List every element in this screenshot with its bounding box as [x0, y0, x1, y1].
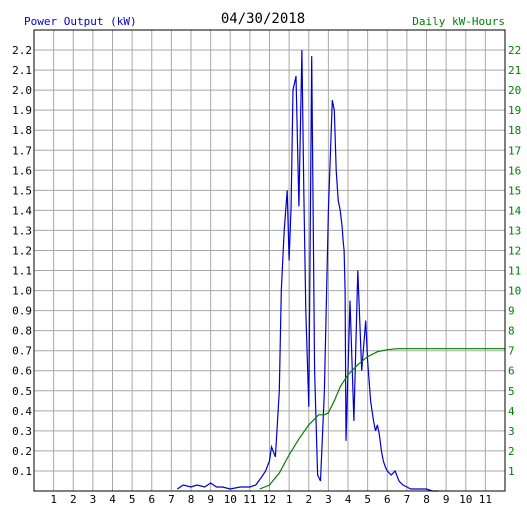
- x-tick-label: 10: [224, 493, 237, 506]
- y-tick-label: 0.1: [12, 465, 32, 478]
- y2-tick-label: 1: [508, 465, 515, 478]
- y2-tick-label: 10: [508, 285, 521, 298]
- chart-date-title: 04/30/2018: [221, 11, 305, 27]
- x-tick-label: 9: [443, 493, 450, 506]
- y2-tick-label: 12: [508, 244, 521, 257]
- y2-tick-label: 16: [508, 164, 521, 177]
- right-axis-title: Daily kW-Hours: [412, 15, 505, 28]
- y-tick-label: 1.5: [12, 184, 32, 197]
- y2-tick-label: 3: [508, 425, 515, 438]
- y2-tick-label: 18: [508, 124, 521, 137]
- x-tick-label: 7: [404, 493, 411, 506]
- y2-tick-label: 11: [508, 265, 521, 278]
- y-tick-label: 0.6: [12, 365, 32, 378]
- x-tick-label: 11: [479, 493, 492, 506]
- y-tick-label: 0.8: [12, 325, 32, 338]
- x-tick-label: 2: [70, 493, 77, 506]
- y-tick-label: 1.1: [12, 265, 32, 278]
- y-tick-label: 0.5: [12, 385, 32, 398]
- x-tick-label: 3: [325, 493, 332, 506]
- y-tick-label: 1.8: [12, 124, 32, 137]
- x-tick-label: 4: [109, 493, 116, 506]
- y-tick-label: 0.3: [12, 425, 32, 438]
- y2-tick-label: 21: [508, 64, 521, 77]
- y-tick-label: 1.9: [12, 104, 32, 117]
- y-tick-label: 0.2: [12, 445, 32, 458]
- y-tick-label: 0.7: [12, 345, 32, 358]
- y2-tick-label: 7: [508, 345, 515, 358]
- power-output-line: [176, 49, 439, 492]
- y2-tick-label: 8: [508, 325, 515, 338]
- y-tick-label: 1.4: [12, 204, 32, 217]
- x-tick-label: 8: [423, 493, 430, 506]
- y-tick-label: 1.0: [12, 285, 32, 298]
- daily-kwh-line: [259, 348, 505, 490]
- x-tick-label: 1: [286, 493, 293, 506]
- y2-tick-label: 14: [508, 204, 522, 217]
- x-tick-label: 7: [168, 493, 175, 506]
- y-tick-label: 2.2: [12, 44, 32, 57]
- x-tick-label: 10: [459, 493, 472, 506]
- y-tick-label: 1.2: [12, 244, 32, 257]
- y2-tick-label: 6: [508, 365, 515, 378]
- y-tick-label: 1.3: [12, 224, 32, 237]
- x-tick-label: 11: [243, 493, 256, 506]
- y2-tick-label: 4: [508, 405, 515, 418]
- tick-labels: 1 2 3 4 5 6 7 8 9 10 11 12 1 2 3 4 5 6 7 8 9 10 110.10.20.30.4…: [12, 44, 521, 506]
- y-tick-label: 1.7: [12, 144, 32, 157]
- x-tick-label: 8: [188, 493, 195, 506]
- x-tick-label: 5: [364, 493, 371, 506]
- y2-tick-label: 9: [508, 305, 515, 318]
- x-tick-label: 5: [129, 493, 136, 506]
- x-tick-label: 2: [305, 493, 312, 506]
- plot-border: [33, 29, 506, 492]
- y2-tick-label: 19: [508, 104, 521, 117]
- y2-tick-label: 13: [508, 224, 521, 237]
- y2-tick-label: 17: [508, 144, 521, 157]
- y-tick-label: 1.6: [12, 164, 32, 177]
- x-tick-label: 6: [148, 493, 155, 506]
- y2-tick-label: 22: [508, 44, 521, 57]
- y-tick-label: 0.9: [12, 305, 32, 318]
- y2-tick-label: 2: [508, 445, 515, 458]
- x-tick-label: 9: [207, 493, 214, 506]
- series-layer: [176, 49, 505, 492]
- x-tick-label: 4: [345, 493, 352, 506]
- x-tick-label: 6: [384, 493, 391, 506]
- y2-tick-label: 15: [508, 184, 521, 197]
- y-tick-label: 2.1: [12, 64, 32, 77]
- y2-tick-label: 20: [508, 84, 521, 97]
- y2-tick-label: 5: [508, 385, 515, 398]
- x-tick-label: 12: [263, 493, 276, 506]
- left-axis-title: Power Output (kW): [24, 15, 137, 28]
- y-tick-label: 0.4: [12, 405, 32, 418]
- y-tick-label: 2.0: [12, 84, 32, 97]
- x-tick-label: 1: [50, 493, 57, 506]
- x-tick-label: 3: [90, 493, 97, 506]
